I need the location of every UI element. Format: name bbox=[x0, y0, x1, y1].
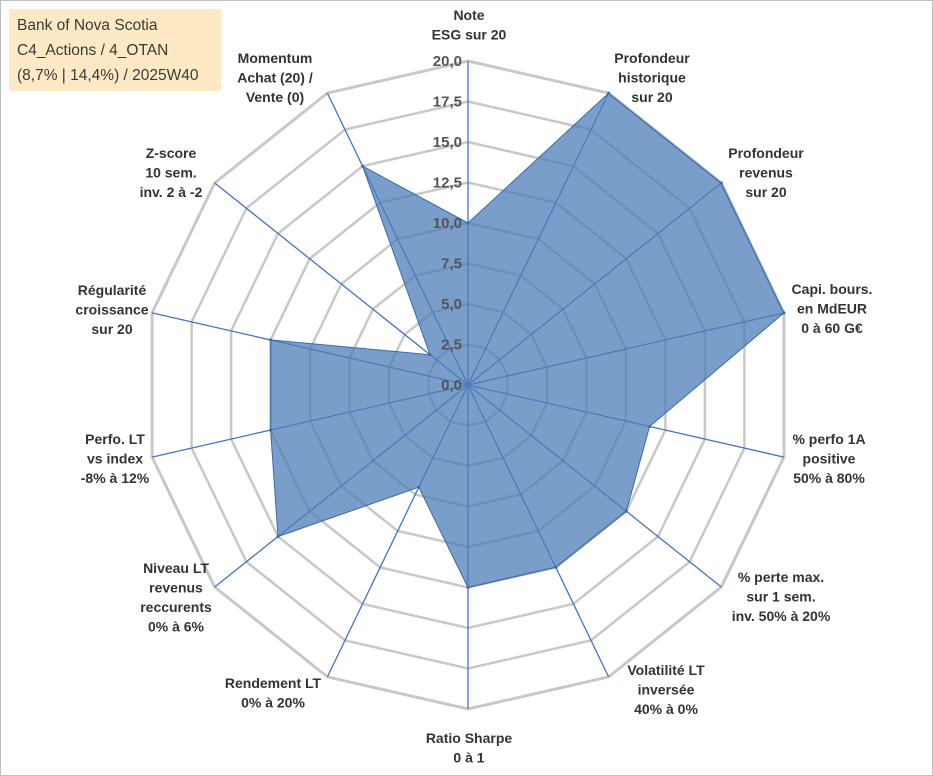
series-point-6 bbox=[554, 565, 558, 569]
axis-label-12-line-1: 10 sem. bbox=[145, 165, 196, 181]
series-point-4 bbox=[648, 425, 652, 428]
axis-label-1-line-2: sur 20 bbox=[631, 89, 672, 105]
axis-label-6-line-0: Volatilité LT bbox=[627, 662, 705, 678]
axis-label-12-line-0: Z-score bbox=[146, 145, 197, 161]
series-point-13 bbox=[361, 164, 365, 168]
axis-label-4-line-1: positive bbox=[803, 451, 856, 467]
title-line-3: (8,7% | 14,4%) / 2025W40 bbox=[17, 67, 199, 84]
series-point-5 bbox=[624, 509, 628, 513]
axis-label-9-line-3: 0% à 6% bbox=[148, 619, 205, 635]
axis-label-2: Profondeur revenus sur 20 bbox=[728, 145, 804, 200]
axis-label-11-line-0: Régularité bbox=[78, 282, 147, 298]
axis-label-10: Perfo. LT vs index -8% à 12% bbox=[81, 431, 150, 486]
axis-label-7-line-0: Ratio Sharpe bbox=[426, 730, 513, 746]
axis-label-3-line-1: en MdEUR bbox=[797, 301, 867, 317]
axis-label-13-line-1: Achat (20) / bbox=[237, 70, 313, 86]
axis-label-10-line-0: Perfo. LT bbox=[85, 431, 145, 447]
title-line-1: Bank of Nova Scotia bbox=[17, 17, 158, 34]
tick-label-0: 0,0 bbox=[441, 377, 462, 394]
series-point-1 bbox=[607, 91, 611, 95]
series-area bbox=[270, 92, 785, 589]
tick-label-6: 15,0 bbox=[433, 134, 462, 151]
axis-label-7: Ratio Sharpe 0 à 1 bbox=[426, 730, 513, 766]
series-point-7 bbox=[466, 586, 470, 589]
axis-label-11: Régularité croissance sur 20 bbox=[75, 282, 148, 337]
series-point-11 bbox=[269, 338, 273, 342]
tick-label-5: 12,5 bbox=[433, 175, 462, 192]
title-line-2: C4_Actions / 4_OTAN bbox=[17, 42, 169, 59]
axis-label-6-line-1: inversée bbox=[638, 682, 695, 698]
axis-label-13-line-0: Momentum bbox=[238, 50, 313, 66]
axis-label-11-line-1: croissance bbox=[75, 302, 148, 318]
axis-label-6: Volatilité LT inversée 40% à 0% bbox=[627, 662, 705, 717]
series-layer bbox=[269, 91, 786, 589]
axis-label-8: Rendement LT 0% à 20% bbox=[225, 675, 322, 711]
title-box: Bank of Nova Scotia C4_Actions / 4_OTAN … bbox=[9, 9, 221, 91]
axis-label-13: Momentum Achat (20) / Vente (0) bbox=[237, 50, 313, 105]
axis-label-2-line-1: revenus bbox=[739, 165, 793, 181]
axis-label-7-line-1: 0 à 1 bbox=[453, 750, 484, 766]
spoke-12 bbox=[214, 182, 469, 386]
axis-label-0: Note ESG sur 20 bbox=[432, 7, 507, 43]
label-layer: Note ESG sur 20 Profondeur historique sur 20… bbox=[75, 7, 872, 766]
tick-label-8: 20,0 bbox=[433, 53, 462, 70]
tick-label-3: 7,5 bbox=[441, 256, 462, 273]
axis-label-9-line-2: reccurents bbox=[140, 599, 212, 615]
axis-label-10-line-2: -8% à 12% bbox=[81, 470, 150, 486]
axis-label-0-line-1: ESG sur 20 bbox=[432, 27, 507, 43]
axis-label-10-line-1: vs index bbox=[87, 451, 143, 467]
axis-label-5-line-1: sur 1 sem. bbox=[746, 589, 815, 605]
axis-label-1-line-0: Profondeur bbox=[614, 50, 690, 66]
axis-label-8-line-1: 0% à 20% bbox=[241, 695, 305, 711]
axis-label-1: Profondeur historique sur 20 bbox=[614, 50, 690, 105]
axis-label-5-line-0: % perte max. bbox=[738, 569, 824, 585]
series-point-8 bbox=[417, 485, 421, 489]
tick-label-2: 5,0 bbox=[441, 296, 462, 313]
axis-label-4: % perfo 1A positive 50% à 80% bbox=[792, 431, 865, 486]
axis-label-6-line-2: 40% à 0% bbox=[634, 701, 698, 717]
tick-label-4: 10,0 bbox=[433, 215, 462, 232]
tick-layer: 0,0 2,5 5,0 7,5 10,0 12,5 15,0 17,5 20,0 bbox=[433, 53, 462, 394]
axis-label-9: Niveau LT revenus reccurents 0% à 6% bbox=[140, 560, 212, 635]
series-point-3 bbox=[782, 311, 786, 315]
axis-label-2-line-0: Profondeur bbox=[728, 145, 804, 161]
axis-label-12-line-2: inv. 2 à -2 bbox=[140, 184, 203, 200]
series-point-0 bbox=[466, 221, 470, 225]
axis-label-0-line-0: Note bbox=[453, 7, 484, 23]
axis-label-9-line-1: revenus bbox=[149, 580, 203, 596]
axis-label-3-line-0: Capi. bours. bbox=[792, 281, 873, 297]
axis-label-3: Capi. bours. en MdEUR 0 à 60 G€ bbox=[792, 281, 873, 336]
axis-label-5-line-2: inv. 50% à 20% bbox=[732, 608, 831, 624]
axis-label-2-line-2: sur 20 bbox=[745, 184, 786, 200]
tick-label-7: 17,5 bbox=[433, 94, 462, 111]
axis-label-4-line-2: 50% à 80% bbox=[793, 470, 865, 486]
series-point-9 bbox=[276, 535, 280, 538]
series-point-2 bbox=[719, 181, 723, 185]
axis-label-11-line-2: sur 20 bbox=[91, 321, 132, 337]
axis-label-1-line-1: historique bbox=[618, 70, 686, 86]
axis-label-12: Z-score 10 sem. inv. 2 à -2 bbox=[140, 145, 203, 200]
axis-label-9-line-0: Niveau LT bbox=[143, 560, 209, 576]
tick-label-1: 2,5 bbox=[441, 337, 462, 354]
axis-label-3-line-2: 0 à 60 G€ bbox=[801, 320, 863, 336]
series-point-10 bbox=[269, 428, 273, 432]
axis-label-4-line-0: % perfo 1A bbox=[792, 431, 865, 447]
axis-label-13-line-2: Vente (0) bbox=[246, 89, 304, 105]
axis-label-8-line-0: Rendement LT bbox=[225, 675, 322, 691]
series-point-12 bbox=[428, 353, 432, 357]
axis-label-5: % perte max. sur 1 sem. inv. 50% à 20% bbox=[732, 569, 831, 624]
